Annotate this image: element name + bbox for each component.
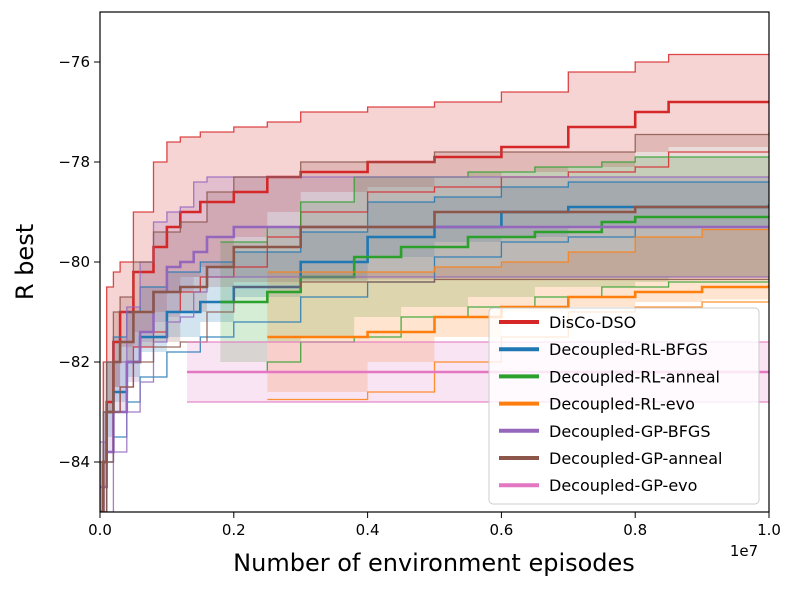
y-axis: −84 −82 −80 −78 −76 xyxy=(58,53,100,471)
mean-line-disco-dso xyxy=(100,100,769,512)
x-axis-label: Number of environment episodes xyxy=(233,549,635,577)
x-tick-label: 0.8 xyxy=(623,521,647,539)
y-tick-label: −80 xyxy=(58,253,90,271)
legend-label-decoupled-rl-evo: Decoupled-RL-evo xyxy=(549,395,695,414)
upper-bound-decoupled-gp-anneal xyxy=(100,132,769,463)
legend-label-decoupled-gp-evo: Decoupled-GP-evo xyxy=(549,476,697,495)
y-tick-label: −78 xyxy=(58,153,90,171)
legend-label-disco-dso: DisCo-DSO xyxy=(549,313,636,332)
upper-bound-disco-dso xyxy=(100,53,769,463)
legend-label-decoupled-rl-anneal: Decoupled-RL-anneal xyxy=(549,367,720,386)
x-tick-label: 0.0 xyxy=(88,521,112,539)
x-axis-multiplier: 1e7 xyxy=(730,542,758,560)
upper-bound-decoupled-rl-evo xyxy=(267,227,769,273)
y-tick-label: −76 xyxy=(58,53,90,71)
mean-line-decoupled-rl-anneal xyxy=(220,215,769,304)
band-disco-dso xyxy=(100,54,769,512)
lower-bound-decoupled-rl-anneal xyxy=(220,277,769,373)
legend-box xyxy=(488,307,760,505)
series-lines xyxy=(100,53,769,512)
y-axis-label: R best xyxy=(11,224,39,300)
x-tick-label: 1.0 xyxy=(757,521,781,539)
legend-label-decoupled-gp-bfgs: Decoupled-GP-BFGS xyxy=(549,422,710,441)
x-tick-label: 0.4 xyxy=(356,521,380,539)
mean-line-decoupled-rl-evo xyxy=(267,284,769,339)
band-decoupled-rl-evo xyxy=(267,227,769,400)
legend-label-decoupled-rl-bfgs: Decoupled-RL-BFGS xyxy=(549,340,708,359)
legend: DisCo-DSO Decoupled-RL-BFGS Decoupled-RL-a… xyxy=(488,307,760,505)
x-axis: 0.0 0.2 0.4 0.6 0.8 1.0 xyxy=(88,512,781,539)
x-tick-label: 0.2 xyxy=(222,521,246,539)
y-tick-label: −84 xyxy=(58,453,90,471)
lower-bound-decoupled-gp-bfgs xyxy=(100,276,769,512)
y-tick-label: −82 xyxy=(58,353,90,371)
x-tick-label: 0.6 xyxy=(489,521,513,539)
lower-bound-decoupled-gp-anneal xyxy=(100,278,769,512)
mean-line-decoupled-gp-anneal xyxy=(100,205,769,512)
legend-label-decoupled-gp-anneal: Decoupled-GP-anneal xyxy=(549,449,723,468)
